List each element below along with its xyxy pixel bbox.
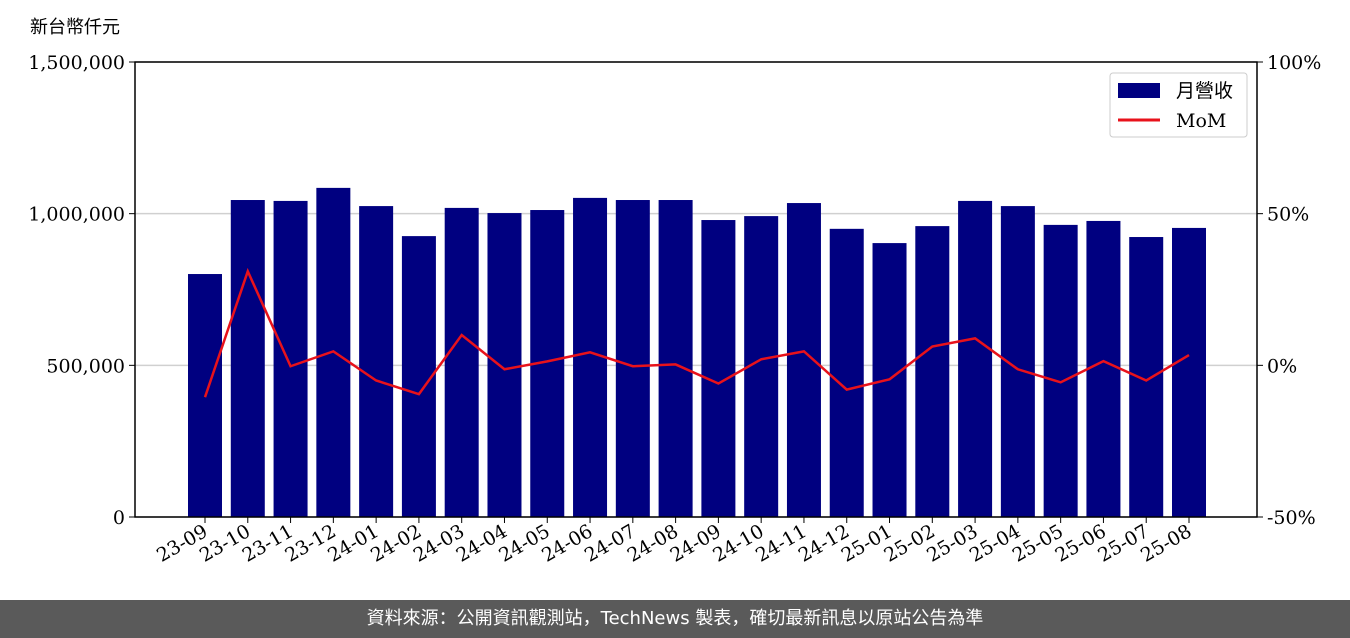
bar [958,200,993,517]
x-tick-label: 25-08 [1137,520,1195,566]
bar [786,203,821,518]
bar [573,197,608,518]
bar [658,200,693,517]
y-tick-label: 500,000 [46,355,125,377]
bar [829,228,864,518]
bar [615,200,650,517]
y-axis-label: 新台幣仟元 [30,17,120,38]
bar [359,206,394,518]
bar [1043,224,1078,517]
footer: 資料來源：公開資訊觀測站，TechNews 製表，確切最新訊息以原站公告為準 [0,600,1350,638]
legend: 月營收 MoM [1109,72,1248,138]
bar [915,226,950,517]
legend-label: 月營收 [1176,80,1233,102]
line [203,267,1190,398]
legend-label: MoM [1176,110,1226,132]
bar [230,200,265,517]
y2-tick-label: 100% [1267,52,1321,74]
bar [1129,237,1164,518]
bar [1172,227,1206,517]
bar [1086,220,1121,518]
y-tick-label: 1,500,000 [28,52,125,74]
legend-swatch [1118,83,1160,98]
bar [273,200,308,517]
y2-tick-label: -50% [1267,507,1316,529]
plot-frame [134,61,1258,518]
y-tick-label: 0 [113,507,125,529]
bar [444,207,479,518]
y2-tick-label: 50% [1267,204,1309,226]
y2-tick-label: 0% [1267,355,1297,377]
bar [487,213,522,517]
bar [701,220,736,517]
y-tick-label: 1,000,000 [28,204,125,226]
chart: 新台幣仟元 0 500,000 1,000,000 1,500,000 -50% 0% 50… [28,17,1321,567]
